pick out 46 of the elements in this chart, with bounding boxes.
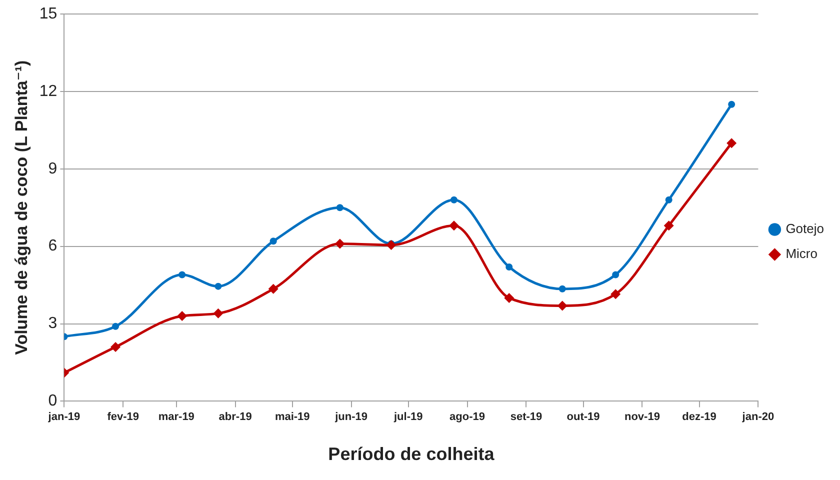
x-tick-label: set-19: [510, 410, 542, 423]
point: [336, 204, 344, 212]
point: [214, 282, 222, 290]
y-tick-label: 9: [48, 160, 58, 178]
y-tick-label: 0: [48, 392, 58, 410]
point: [612, 271, 620, 278]
x-tick-label: mai-19: [274, 410, 310, 423]
point: [268, 284, 278, 294]
x-tick-label: fev-19: [107, 410, 140, 423]
y-tick-label: 6: [48, 238, 58, 255]
point: [112, 322, 120, 330]
point: [557, 300, 568, 311]
x-tick-label: dez-19: [682, 410, 716, 423]
legend-label: Gotejo: [786, 221, 824, 236]
point: [110, 342, 121, 352]
point: [726, 138, 737, 148]
x-tick-label: jan-19: [47, 410, 80, 423]
x-tick-label: jul-19: [392, 410, 423, 423]
point: [728, 100, 736, 108]
point: [448, 220, 459, 231]
point: [504, 292, 514, 303]
point: [506, 263, 513, 270]
point: [178, 271, 186, 278]
point: [213, 308, 224, 318]
point: [610, 289, 621, 300]
x-tick-label: mar-19: [158, 410, 194, 423]
y-tick-label: 3: [48, 315, 58, 332]
point: [386, 240, 396, 250]
x-tick-label: nov-19: [624, 410, 660, 423]
point: [450, 196, 458, 204]
y-tick-label: 15: [39, 5, 58, 22]
point: [665, 196, 672, 204]
point: [558, 285, 566, 292]
x-tick-label: ago-19: [450, 410, 486, 423]
y-tick-label: 12: [39, 82, 58, 100]
x-tick-label: out-19: [566, 410, 600, 423]
point: [270, 238, 277, 245]
x-tick-label: jan-20: [741, 410, 774, 423]
x-tick-label: abr-19: [218, 410, 252, 423]
y-axis-title: Volume de água de coco (L Planta⁻¹): [12, 60, 31, 355]
point: [664, 220, 674, 231]
legend-label: Micro: [786, 246, 818, 262]
x-axis-title: Período de colheita: [328, 444, 496, 464]
point: [334, 238, 345, 249]
point: [177, 311, 188, 322]
x-tick-label: jun-19: [334, 410, 368, 423]
